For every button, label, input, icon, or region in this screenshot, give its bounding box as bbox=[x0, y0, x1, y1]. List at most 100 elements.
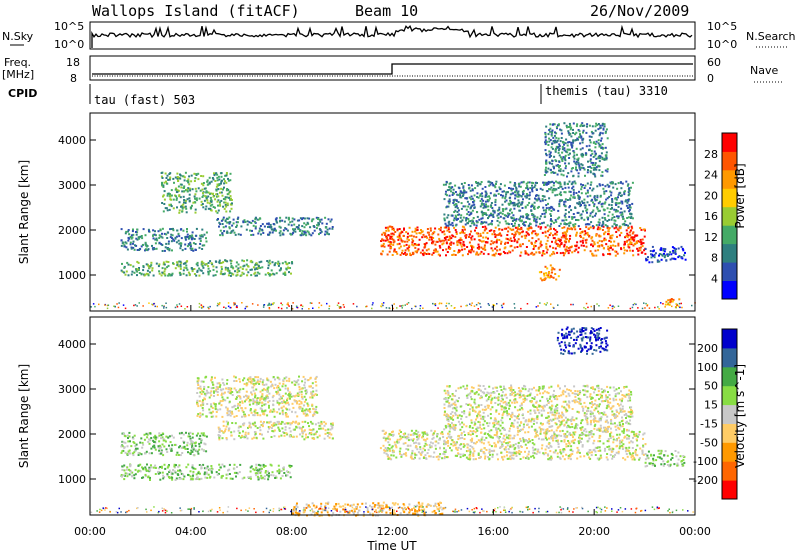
cell-power-5 bbox=[606, 183, 609, 186]
cell-power-5 bbox=[508, 203, 511, 206]
cell-power-5 bbox=[628, 205, 631, 208]
cell-power-5 bbox=[550, 223, 553, 226]
cell-power-5 bbox=[563, 181, 566, 184]
cell-velocity-2 bbox=[225, 420, 228, 423]
cell-power-4 bbox=[386, 253, 389, 256]
cell-velocity-1 bbox=[189, 443, 192, 446]
cell-power-0 bbox=[166, 194, 169, 197]
cell-power-4 bbox=[604, 231, 607, 234]
cell-velocity-0 bbox=[267, 379, 270, 382]
cell-velocity-0 bbox=[307, 408, 310, 411]
cell-power-0 bbox=[219, 201, 221, 204]
cell-power-5 bbox=[511, 201, 514, 204]
cell-power-4 bbox=[584, 230, 587, 233]
cell-power-4 bbox=[627, 243, 630, 246]
cell-power-5 bbox=[569, 198, 572, 201]
cell-power-4 bbox=[516, 240, 519, 243]
cell-power-nearrange bbox=[396, 307, 398, 309]
cell-velocity-1 bbox=[129, 440, 131, 443]
cell-power-5 bbox=[548, 197, 551, 200]
cell-power-0 bbox=[169, 176, 172, 179]
cell-power-4 bbox=[408, 244, 411, 247]
cell-power-6 bbox=[564, 154, 567, 157]
cell-power-2 bbox=[306, 230, 309, 233]
cell-power-6 bbox=[563, 122, 566, 125]
cell-power-nearrange bbox=[234, 302, 236, 305]
cell-power-0 bbox=[217, 195, 220, 198]
cell-velocity-3 bbox=[216, 473, 219, 476]
cell-power-nearrange bbox=[337, 302, 340, 304]
cell-power-6 bbox=[553, 141, 556, 144]
cell-velocity-3 bbox=[269, 463, 272, 466]
cell-power-0 bbox=[227, 188, 230, 191]
cell-power-4 bbox=[579, 236, 582, 238]
cell-power-5 bbox=[470, 222, 473, 225]
cell-power-4 bbox=[574, 244, 576, 247]
cell-power-5 bbox=[548, 208, 551, 211]
cell-velocity-0 bbox=[272, 394, 275, 397]
cell-velocity-0 bbox=[227, 390, 230, 393]
cell-power-4 bbox=[475, 226, 478, 229]
cell-velocity-1 bbox=[158, 447, 161, 450]
cell-power-4 bbox=[598, 234, 601, 237]
cell-power-4 bbox=[393, 240, 396, 243]
cell-power-5 bbox=[486, 199, 489, 201]
cell-power-4 bbox=[471, 246, 473, 249]
cell-power-5 bbox=[444, 183, 447, 186]
cell-velocity-1 bbox=[167, 436, 170, 439]
cell-power-3 bbox=[271, 261, 274, 264]
cell-power-5 bbox=[544, 215, 547, 218]
cell-power-7 bbox=[548, 276, 551, 279]
cell-power-3 bbox=[147, 273, 150, 276]
cell-power-2 bbox=[243, 219, 246, 222]
cell-power-nearrange bbox=[366, 305, 368, 308]
cell-power-nearrange bbox=[632, 304, 635, 306]
cell-power-3 bbox=[251, 261, 254, 264]
cell-power-5 bbox=[601, 224, 604, 227]
cell-power-nearrange bbox=[165, 306, 168, 309]
cell-power-5 bbox=[539, 215, 542, 218]
cell-power-4 bbox=[640, 228, 643, 231]
cell-power-5 bbox=[475, 181, 477, 183]
cell-velocity-2 bbox=[217, 426, 220, 429]
cell-power-2 bbox=[298, 224, 300, 227]
cell-power-2 bbox=[302, 233, 305, 236]
cell-velocity-1 bbox=[199, 434, 202, 437]
cell-power-3 bbox=[215, 270, 218, 273]
cell-power-5 bbox=[564, 200, 567, 203]
cell-power-8 bbox=[671, 257, 674, 260]
cell-power-nearrange bbox=[520, 307, 522, 310]
cell-power-5 bbox=[511, 192, 514, 195]
cell-power-6 bbox=[547, 167, 550, 170]
cell-power-5 bbox=[476, 211, 479, 213]
cell-velocity-3 bbox=[146, 463, 148, 466]
cell-power-8 bbox=[659, 248, 662, 251]
cell-power-4 bbox=[388, 240, 391, 243]
cell-power-6 bbox=[545, 162, 548, 165]
cell-velocity-0 bbox=[288, 377, 291, 380]
cell-power-5 bbox=[537, 197, 540, 200]
cell-power-5 bbox=[550, 186, 553, 189]
cell-power-5 bbox=[481, 214, 484, 217]
cell-power-3 bbox=[266, 260, 269, 262]
cell-power-5 bbox=[615, 201, 618, 204]
cell-power-4 bbox=[493, 230, 496, 233]
cell-power-6 bbox=[548, 129, 551, 131]
cell-velocity-3 bbox=[277, 464, 280, 467]
cell-power-1 bbox=[158, 234, 161, 237]
cell-power-4 bbox=[454, 254, 457, 256]
cell-power-5 bbox=[494, 198, 497, 201]
cell-power-5 bbox=[567, 222, 570, 225]
cell-velocity-3 bbox=[231, 477, 234, 480]
cell-velocity-0 bbox=[298, 407, 301, 410]
cell-velocity-2 bbox=[231, 422, 234, 424]
cell-power-5 bbox=[596, 206, 599, 209]
cell-power-5 bbox=[526, 194, 529, 197]
cell-power-nearrange bbox=[201, 305, 204, 308]
cell-velocity-1 bbox=[152, 439, 155, 442]
freq-tick-top: 18 bbox=[66, 56, 80, 69]
cell-velocity-0 bbox=[298, 399, 301, 402]
cell-power-5 bbox=[585, 209, 588, 212]
cell-power-4 bbox=[398, 234, 401, 237]
cell-velocity-0 bbox=[237, 395, 240, 397]
